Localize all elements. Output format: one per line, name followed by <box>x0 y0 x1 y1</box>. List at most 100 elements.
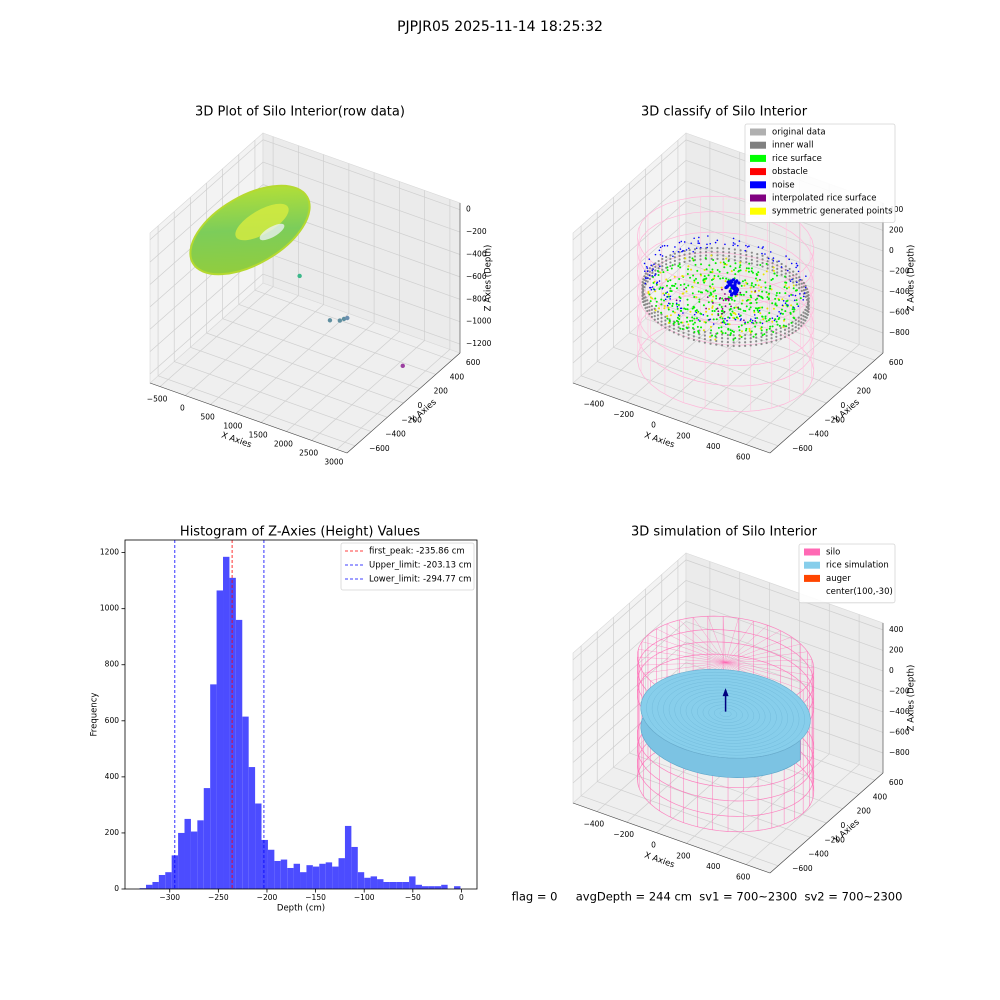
cloud-point <box>784 284 787 287</box>
cloud-point <box>669 279 672 282</box>
silo-roof <box>725 662 814 668</box>
cloud-point <box>669 287 672 290</box>
z-tick-label: −800 <box>889 328 910 337</box>
cloud-point <box>674 246 676 248</box>
x-tick-label: −400 <box>584 819 605 828</box>
cloud-point <box>797 316 800 319</box>
cloud-point <box>676 307 679 310</box>
cloud-point <box>682 331 685 335</box>
cloud-point <box>747 267 750 270</box>
cloud-point <box>689 310 692 313</box>
cloud-point <box>714 241 717 244</box>
cloud-point <box>749 344 752 347</box>
cloud-point <box>728 289 732 293</box>
cloud-point <box>805 316 808 319</box>
bar <box>267 849 275 889</box>
cloud-point <box>660 320 663 323</box>
grid-line <box>685 221 884 293</box>
cloud-point <box>738 240 741 242</box>
cloud-point <box>654 297 657 300</box>
grid-line <box>572 160 687 261</box>
cloud-point <box>730 305 732 308</box>
grid-line <box>613 346 811 418</box>
cloud-point <box>734 243 736 245</box>
cloud-point <box>687 330 690 333</box>
silo-roof <box>638 648 726 663</box>
cloud-point <box>666 244 669 247</box>
x-tick-label: 3000 <box>324 457 343 466</box>
point-cloud-inner <box>235 203 289 241</box>
cloud-point <box>699 254 702 257</box>
cloud-point <box>653 263 655 266</box>
cloud-point <box>778 298 781 301</box>
cloud-point <box>717 310 720 313</box>
cloud-point <box>756 263 759 267</box>
cloud-point <box>703 341 706 344</box>
cloud-point <box>666 269 669 272</box>
footer: flag = 0 avgDepth = 244 cm sv1 = 700~230… <box>512 890 903 904</box>
cloud-point <box>761 334 764 337</box>
cloud-point <box>751 271 754 274</box>
cloud-point <box>715 339 718 343</box>
grid-line <box>597 361 795 432</box>
cloud-point <box>787 286 790 289</box>
cloud-point <box>719 297 722 299</box>
cloud-point <box>739 308 742 311</box>
cloud-point <box>780 273 783 276</box>
cloud-point <box>695 311 698 314</box>
cloud-point <box>742 319 745 322</box>
cloud-point <box>732 334 735 337</box>
rice-mesh <box>719 710 732 717</box>
cloud-point <box>802 289 806 292</box>
z-tick-label: −800 <box>466 294 487 303</box>
cloud-point <box>780 308 783 311</box>
cloud-point <box>721 308 724 310</box>
bar <box>319 863 326 889</box>
cloud-point <box>765 291 768 294</box>
cloud-point <box>687 323 690 326</box>
silo-roof <box>666 623 726 663</box>
cloud-point <box>782 319 785 322</box>
cloud-point <box>659 246 662 249</box>
cloud-point <box>713 309 716 312</box>
bar <box>415 884 422 889</box>
cloud-point <box>651 269 654 272</box>
cloud-point <box>680 240 683 243</box>
cloud-point <box>714 289 717 292</box>
cloud-point <box>787 334 790 337</box>
rice-mesh <box>691 695 760 732</box>
cloud-point <box>726 344 729 347</box>
cloud-point <box>720 315 723 318</box>
cloud-point <box>653 311 656 314</box>
cloud-point <box>727 296 730 299</box>
cloud-point <box>704 254 708 257</box>
cloud-point <box>804 295 807 298</box>
z-tick-label: −200 <box>889 686 910 695</box>
cloud-point <box>749 286 752 289</box>
y-axis-label: Frequency <box>90 693 100 737</box>
bar <box>287 867 294 889</box>
cloud-point <box>678 277 681 280</box>
cloud-point <box>732 316 735 319</box>
cloud-point <box>700 313 703 316</box>
grid-line <box>685 201 884 272</box>
silo-roof <box>641 641 726 663</box>
grid-line <box>254 289 453 361</box>
cloud-point <box>648 270 651 273</box>
grid-line <box>685 580 884 651</box>
cloud-point <box>744 344 747 347</box>
cloud-point <box>649 300 652 303</box>
cloud-point <box>665 284 668 287</box>
grid-line <box>572 242 687 343</box>
cloud-point <box>754 290 757 292</box>
cloud-point <box>781 312 784 315</box>
cloud-point <box>654 253 657 256</box>
cloud-point <box>679 266 682 269</box>
bar <box>255 803 262 889</box>
cloud-point <box>733 255 736 258</box>
cloud-point <box>644 296 647 299</box>
y-tick-label: 800 <box>105 660 120 669</box>
z-axis-label: Z Axies (Depth) <box>484 245 494 312</box>
cloud-point <box>643 262 646 265</box>
cloud-point <box>675 299 678 302</box>
